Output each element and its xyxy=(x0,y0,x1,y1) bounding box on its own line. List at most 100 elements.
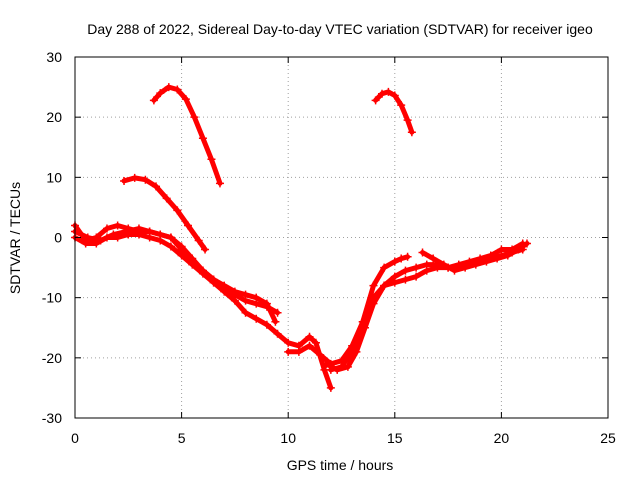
data-point xyxy=(81,239,90,248)
data-point xyxy=(156,89,165,98)
data-point xyxy=(96,236,105,245)
data-point xyxy=(188,257,197,266)
data-point xyxy=(102,224,111,233)
data-point xyxy=(482,257,491,266)
data-point xyxy=(403,116,412,125)
data-point xyxy=(230,290,239,299)
data-point xyxy=(284,347,293,356)
data-point xyxy=(194,236,203,245)
series-trace xyxy=(373,89,415,135)
data-point xyxy=(130,173,139,182)
series-arc-2 xyxy=(120,173,210,254)
data-point xyxy=(262,302,271,311)
data-point xyxy=(220,284,229,293)
data-point xyxy=(207,155,216,164)
data-point xyxy=(522,239,531,248)
series-arc-1 xyxy=(149,83,224,188)
data-point xyxy=(348,347,357,356)
data-point xyxy=(190,113,199,122)
data-point xyxy=(403,252,412,261)
data-point xyxy=(369,299,378,308)
data-point xyxy=(412,272,421,281)
data-point xyxy=(156,230,165,239)
data-point xyxy=(422,260,431,269)
series-arc-10 xyxy=(371,87,416,137)
data-point xyxy=(390,272,399,281)
y-tick-label: 20 xyxy=(46,109,62,125)
data-point xyxy=(358,317,367,326)
data-point xyxy=(316,350,325,359)
series-arc-9 xyxy=(418,239,531,275)
data-point xyxy=(201,245,210,254)
data-point xyxy=(209,275,218,284)
data-point xyxy=(369,281,378,290)
data-point xyxy=(198,266,207,275)
data-point xyxy=(326,383,335,392)
data-point xyxy=(241,296,250,305)
data-point xyxy=(294,347,303,356)
data-point xyxy=(397,254,406,263)
data-point xyxy=(514,245,523,254)
data-point xyxy=(183,221,192,230)
x-tick-label: 25 xyxy=(600,430,616,446)
data-point xyxy=(273,308,282,317)
x-tick-label: 15 xyxy=(387,430,403,446)
data-point xyxy=(429,254,438,263)
x-axis-label: GPS time / hours xyxy=(287,457,394,473)
data-point xyxy=(83,233,92,242)
series-arc-4 xyxy=(71,230,335,392)
data-point xyxy=(326,365,335,374)
data-point xyxy=(337,362,346,371)
data-point xyxy=(497,245,506,254)
data-point xyxy=(305,332,314,341)
data-point xyxy=(166,233,175,242)
data-point xyxy=(134,224,143,233)
y-tick-label: -10 xyxy=(42,290,62,306)
data-point xyxy=(252,299,261,308)
y-tick-label: 0 xyxy=(54,230,62,246)
data-point xyxy=(461,263,470,272)
data-point xyxy=(152,182,161,191)
data-point xyxy=(384,87,393,96)
y-tick-label: 30 xyxy=(46,49,62,65)
data-point xyxy=(177,245,186,254)
y-tick-label: 10 xyxy=(46,169,62,185)
data-point xyxy=(166,242,175,251)
data-point xyxy=(109,230,118,239)
series-arc-5 xyxy=(71,224,282,317)
data-point xyxy=(380,263,389,272)
data-point xyxy=(271,317,280,326)
x-tick-label: 20 xyxy=(494,430,510,446)
data-point xyxy=(162,194,171,203)
series-trace xyxy=(151,84,223,186)
data-point xyxy=(311,338,320,347)
series-arc-8 xyxy=(326,252,412,374)
axis-ticks: 0 5 10 15 20 25 -30 -20 -10 0 10 20 30 xyxy=(42,49,616,446)
data-point xyxy=(439,260,448,269)
data-point xyxy=(503,251,512,260)
data-series xyxy=(71,83,531,392)
data-point xyxy=(380,281,389,290)
series-trace xyxy=(72,232,334,391)
chart-title: Day 288 of 2022, Sidereal Day-to-day VTE… xyxy=(87,21,593,37)
data-point xyxy=(120,176,129,185)
data-point xyxy=(371,96,380,105)
data-point xyxy=(401,275,410,284)
data-point xyxy=(241,308,250,317)
data-point xyxy=(141,175,150,184)
data-point xyxy=(412,263,421,272)
data-point xyxy=(378,89,387,98)
data-point xyxy=(262,320,271,329)
data-point xyxy=(450,266,459,275)
data-point xyxy=(113,221,122,230)
y-axis-label: SDTVAR / TECUs xyxy=(7,182,23,294)
data-point xyxy=(305,341,314,350)
data-point xyxy=(322,359,331,368)
series-trace xyxy=(121,175,208,252)
data-point xyxy=(390,91,399,100)
data-point xyxy=(493,254,502,263)
data-point xyxy=(149,96,158,105)
data-point xyxy=(401,266,410,275)
data-point xyxy=(122,227,131,236)
